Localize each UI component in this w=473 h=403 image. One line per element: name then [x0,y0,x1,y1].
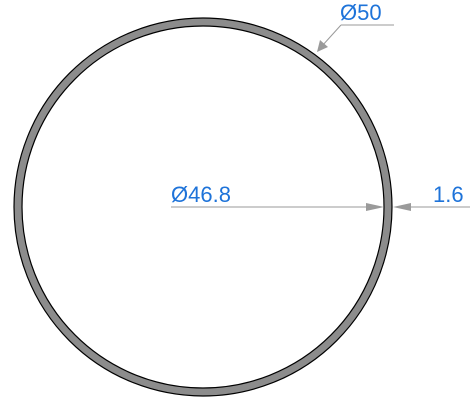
tube-outer-outline [13,17,393,397]
inner-diameter-dimension: Ø46.8 [171,182,384,211]
wall-thickness-arrowhead [393,203,411,211]
inner-diameter-arrowhead [366,203,384,211]
outer-diameter-label: Ø50 [340,0,382,25]
outer-diameter-arrowhead [317,40,328,52]
inner-diameter-label: Ø46.8 [171,182,231,207]
outer-diameter-dimension: Ø50 [317,0,394,52]
outer-diameter-leader-line [321,24,342,47]
wall-thickness-dimension: 1.6 [393,182,470,211]
wall-thickness-label: 1.6 [433,182,464,207]
